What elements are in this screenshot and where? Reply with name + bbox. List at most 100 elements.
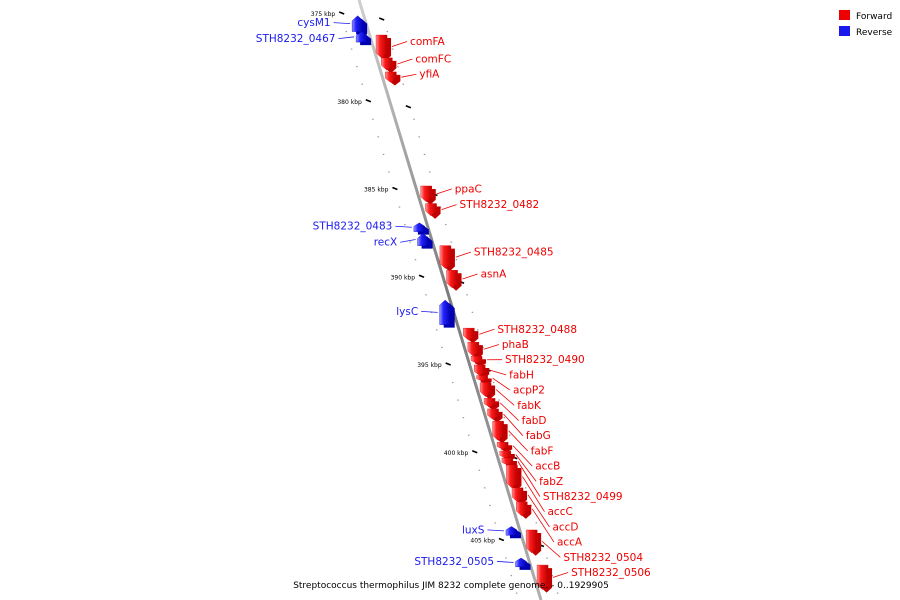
label-leader-line <box>436 188 452 195</box>
gene-label: fabH <box>509 369 534 381</box>
gene-asna[interactable] <box>446 270 462 291</box>
gene-label: STH8232_0482 <box>460 199 540 211</box>
gene-cysm1[interactable] <box>351 15 368 35</box>
label-leader-line <box>541 541 561 558</box>
gene-label: luxS <box>462 524 485 536</box>
gene-arrow <box>516 501 528 517</box>
major-tick <box>445 362 451 366</box>
gene-label: STH8232_0485 <box>474 247 554 259</box>
gene-label: fabD <box>522 415 547 427</box>
tick-label: 405 kbp <box>470 538 495 545</box>
label-leader-line <box>527 494 550 528</box>
gene-label: STH8232_0483 <box>313 221 393 233</box>
gene-recx[interactable] <box>417 233 433 249</box>
major-tick <box>378 17 385 21</box>
label-leader-line <box>497 561 514 563</box>
gene-arrow <box>355 31 368 43</box>
label-leader-line <box>395 225 412 228</box>
gene-arrow <box>351 15 364 32</box>
major-tick <box>471 450 478 454</box>
gene-ppac[interactable] <box>420 185 436 205</box>
gene-arrow <box>385 71 397 83</box>
gene-accd[interactable] <box>511 487 528 505</box>
gene-comfa[interactable] <box>375 34 392 61</box>
gene-arrow <box>487 408 499 420</box>
gene-label: fabF <box>531 445 554 457</box>
label-leader-line <box>515 454 537 482</box>
gene-fabd[interactable] <box>483 398 500 411</box>
tick-label: 385 kbp <box>364 187 389 194</box>
label-leader-line <box>487 529 504 532</box>
legend-forward-label: Forward <box>856 12 892 22</box>
gene-sth8232-0488[interactable] <box>463 327 479 344</box>
gene-arrow <box>479 382 492 397</box>
gene-fabg[interactable] <box>487 408 503 423</box>
gene-phab[interactable] <box>467 341 483 360</box>
gene-label: accA <box>557 537 583 549</box>
major-tick <box>405 105 412 109</box>
gene-label: phaB <box>502 339 529 351</box>
label-leader-line <box>421 310 438 313</box>
gene-label: fabG <box>526 430 551 442</box>
gene-sth8232-0506[interactable] <box>536 564 553 593</box>
major-tick <box>392 186 398 191</box>
gene-fabk[interactable] <box>479 382 496 400</box>
tick-label: 400 kbp <box>444 450 469 457</box>
gene-label: asnA <box>481 269 508 281</box>
gene-sth8232-0482[interactable] <box>425 203 441 219</box>
gene-arrow <box>511 487 524 503</box>
gene-arrow <box>470 356 483 364</box>
label-leader-line <box>455 251 472 258</box>
gene-accb[interactable] <box>496 442 513 453</box>
label-leader-line <box>522 476 545 512</box>
label-leader-line <box>391 41 408 47</box>
gene-arrow <box>505 526 518 536</box>
gene-lysc[interactable] <box>439 299 455 328</box>
gene-label: fabZ <box>539 476 563 488</box>
gene-arrow <box>417 233 429 246</box>
gene-arrow <box>483 398 496 408</box>
gene-arrow <box>375 34 388 59</box>
gene-labels: comFA comFC yfiA ppaC STH8232_0482 STH8232_04… <box>256 17 651 579</box>
gene-label: STH8232_0504 <box>563 552 643 564</box>
gene-label: comFA <box>410 36 446 48</box>
gene-sth8232-0505[interactable] <box>515 557 531 570</box>
label-leader-line <box>483 344 499 350</box>
label-leader-line <box>401 73 417 78</box>
gene-accc[interactable] <box>506 464 522 491</box>
gene-arrow <box>496 442 509 450</box>
label-leader-line <box>508 430 528 452</box>
gene-sth8232-0483[interactable] <box>413 222 429 235</box>
gene-yfia[interactable] <box>385 71 401 86</box>
gene-arrow <box>413 222 426 232</box>
gene-sth8232-0467[interactable] <box>355 31 372 46</box>
legend-reverse-swatch <box>839 26 850 36</box>
gene-label: STH8232_0506 <box>571 567 651 579</box>
label-leader-line <box>499 402 519 421</box>
gene-luxs[interactable] <box>505 526 521 539</box>
label-leader-line <box>400 239 416 243</box>
gene-arrow <box>525 529 538 554</box>
tick-label: 380 kbp <box>337 99 362 106</box>
gene-sth8232-0504[interactable] <box>525 529 542 556</box>
legend: Forward Reverse <box>839 10 893 38</box>
gene-sth8232-0485[interactable] <box>439 245 455 272</box>
label-leader-line <box>338 36 355 40</box>
gene-comfc[interactable] <box>381 57 397 74</box>
gene-sth8232-0490[interactable] <box>470 356 487 367</box>
gene-label: cysM1 <box>297 17 330 29</box>
label-leader-line <box>503 413 524 436</box>
label-leader-line <box>492 377 511 391</box>
gene-arrow <box>381 57 393 71</box>
gene-arrow <box>439 299 451 325</box>
gene-label: fabK <box>517 400 542 412</box>
tick-label: 375 kbp <box>311 11 336 18</box>
gene-acca[interactable] <box>516 501 532 519</box>
label-leader-line <box>495 389 515 406</box>
genome-caption: Streptococcus thermophilus JIM 8232 comp… <box>293 581 609 591</box>
label-leader-line <box>397 58 413 65</box>
gene-arrow <box>420 185 432 203</box>
label-leader-line <box>531 508 555 543</box>
gene-fabf[interactable] <box>492 420 508 444</box>
